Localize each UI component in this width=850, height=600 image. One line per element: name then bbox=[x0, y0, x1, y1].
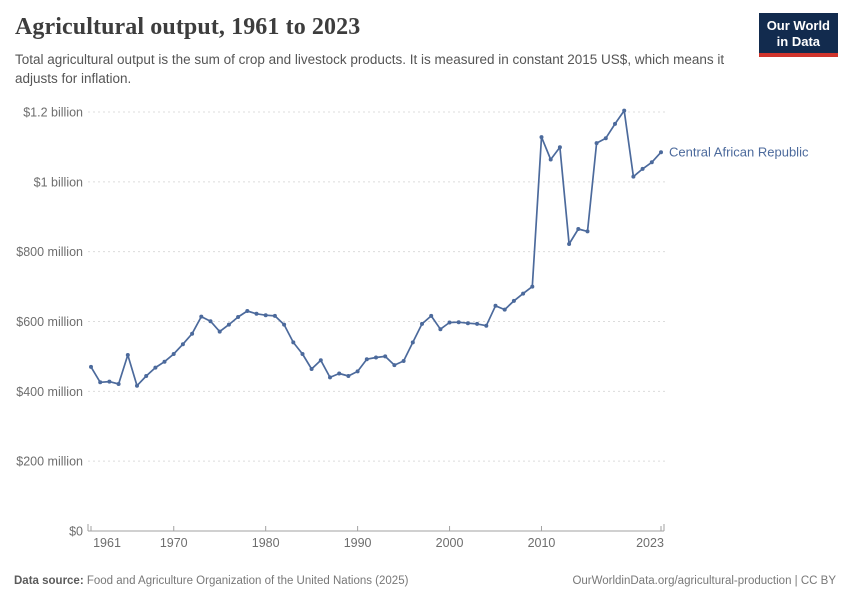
data-point[interactable] bbox=[548, 157, 553, 162]
data-point[interactable] bbox=[291, 340, 296, 345]
data-point[interactable] bbox=[613, 121, 617, 126]
series-line[interactable] bbox=[90, 109, 662, 387]
data-point[interactable] bbox=[89, 364, 93, 369]
x-axis-label: 2010 bbox=[528, 536, 556, 550]
data-point[interactable] bbox=[447, 320, 452, 325]
credit-link[interactable]: OurWorldinData.org/agricultural-producti… bbox=[572, 575, 836, 587]
y-axis-label: $0 bbox=[69, 525, 83, 539]
line-chart-area: $0 $200 million $400 million $600 million $8… bbox=[0, 95, 850, 555]
x-axis-label: 2000 bbox=[436, 536, 464, 550]
data-point[interactable] bbox=[245, 309, 250, 313]
data-source-text: Food and Agriculture Organization of the… bbox=[83, 575, 409, 587]
data-point[interactable] bbox=[465, 321, 470, 326]
page-title: Agricultural output, 1961 to 2023 bbox=[15, 14, 361, 40]
data-point[interactable] bbox=[603, 136, 608, 141]
data-point[interactable] bbox=[199, 314, 204, 319]
data-point[interactable] bbox=[300, 352, 305, 356]
x-axis-label: 1961 bbox=[93, 536, 121, 550]
data-point[interactable] bbox=[236, 315, 241, 319]
y-axis-label: $600 million bbox=[16, 315, 83, 329]
data-point[interactable] bbox=[640, 166, 645, 171]
data-point[interactable] bbox=[594, 141, 599, 146]
data-point[interactable] bbox=[337, 371, 342, 376]
data-point[interactable] bbox=[649, 160, 654, 165]
data-point[interactable] bbox=[392, 363, 397, 368]
data-point[interactable] bbox=[318, 358, 323, 363]
data-point[interactable] bbox=[282, 322, 287, 327]
data-point[interactable] bbox=[567, 242, 572, 246]
data-point[interactable] bbox=[364, 357, 369, 362]
data-point[interactable] bbox=[429, 313, 434, 318]
chart-footer: Data source: Food and Agriculture Organi… bbox=[0, 575, 850, 587]
data-point[interactable] bbox=[153, 365, 158, 370]
owid-logo-line1: Our World bbox=[766, 18, 830, 33]
data-point[interactable] bbox=[374, 355, 378, 360]
y-axis-label: $200 million bbox=[16, 455, 83, 469]
data-point[interactable] bbox=[456, 320, 461, 325]
y-axis-label: $400 million bbox=[16, 385, 83, 399]
data-point[interactable] bbox=[557, 145, 562, 150]
data-point[interactable] bbox=[309, 367, 314, 371]
data-point[interactable] bbox=[190, 331, 195, 336]
data-point[interactable] bbox=[328, 375, 332, 380]
data-point[interactable] bbox=[585, 229, 590, 234]
chart-subtitle: Total agricultural output is the sum of … bbox=[15, 52, 725, 86]
data-point[interactable] bbox=[493, 303, 498, 308]
data-point[interactable] bbox=[263, 313, 268, 318]
data-point[interactable] bbox=[438, 327, 443, 332]
data-point[interactable] bbox=[171, 352, 176, 356]
data-point[interactable] bbox=[144, 374, 149, 378]
data-point[interactable] bbox=[107, 379, 112, 384]
y-axis-label: $800 million bbox=[16, 245, 83, 259]
y-axis-label: $1 billion bbox=[34, 175, 83, 189]
x-axis-label: 1990 bbox=[344, 536, 372, 550]
data-point[interactable] bbox=[530, 284, 535, 289]
data-point[interactable] bbox=[180, 342, 185, 347]
data-point[interactable] bbox=[576, 227, 581, 231]
data-point[interactable] bbox=[383, 354, 388, 359]
data-point[interactable] bbox=[659, 150, 663, 155]
data-point[interactable] bbox=[355, 369, 360, 374]
owid-logo[interactable]: Our World in Data bbox=[758, 13, 838, 57]
x-axis-label: 1970 bbox=[160, 536, 188, 550]
data-point[interactable] bbox=[410, 340, 415, 345]
data-point[interactable] bbox=[511, 298, 516, 303]
owid-logo-line2: in Data bbox=[776, 33, 821, 49]
data-point[interactable] bbox=[226, 322, 231, 327]
data-point[interactable] bbox=[346, 374, 351, 378]
x-axis-label: 2023 bbox=[636, 536, 664, 550]
x-axis-label: 1980 bbox=[252, 536, 280, 550]
data-point[interactable] bbox=[539, 135, 544, 140]
data-point[interactable] bbox=[217, 329, 222, 334]
chart-header: Agricultural output, 1961 to 2023 Total … bbox=[15, 14, 835, 89]
y-axis-label: $1.2 billion bbox=[23, 106, 83, 120]
data-point[interactable] bbox=[135, 383, 139, 388]
data-point[interactable] bbox=[631, 174, 636, 179]
data-point[interactable] bbox=[521, 291, 526, 296]
data-point[interactable] bbox=[162, 359, 167, 364]
series-end-label[interactable]: Central African Republic bbox=[669, 145, 809, 160]
data-point[interactable] bbox=[98, 380, 103, 385]
data-point[interactable] bbox=[420, 321, 424, 326]
data-point[interactable] bbox=[475, 321, 480, 326]
line-chart-svg: $0 $200 million $400 million $600 million $8… bbox=[16, 106, 809, 551]
data-point[interactable] bbox=[254, 311, 259, 316]
data-point[interactable] bbox=[484, 323, 489, 328]
data-point[interactable] bbox=[125, 353, 130, 357]
data-source-label: Data source: bbox=[14, 575, 84, 587]
data-point[interactable] bbox=[401, 359, 406, 363]
data-point[interactable] bbox=[502, 307, 507, 312]
data-point[interactable] bbox=[622, 108, 627, 113]
data-point[interactable] bbox=[208, 319, 213, 324]
data-source-note: Data source: Food and Agriculture Organi… bbox=[14, 575, 408, 587]
data-point[interactable] bbox=[272, 313, 277, 318]
data-point[interactable] bbox=[116, 382, 121, 386]
